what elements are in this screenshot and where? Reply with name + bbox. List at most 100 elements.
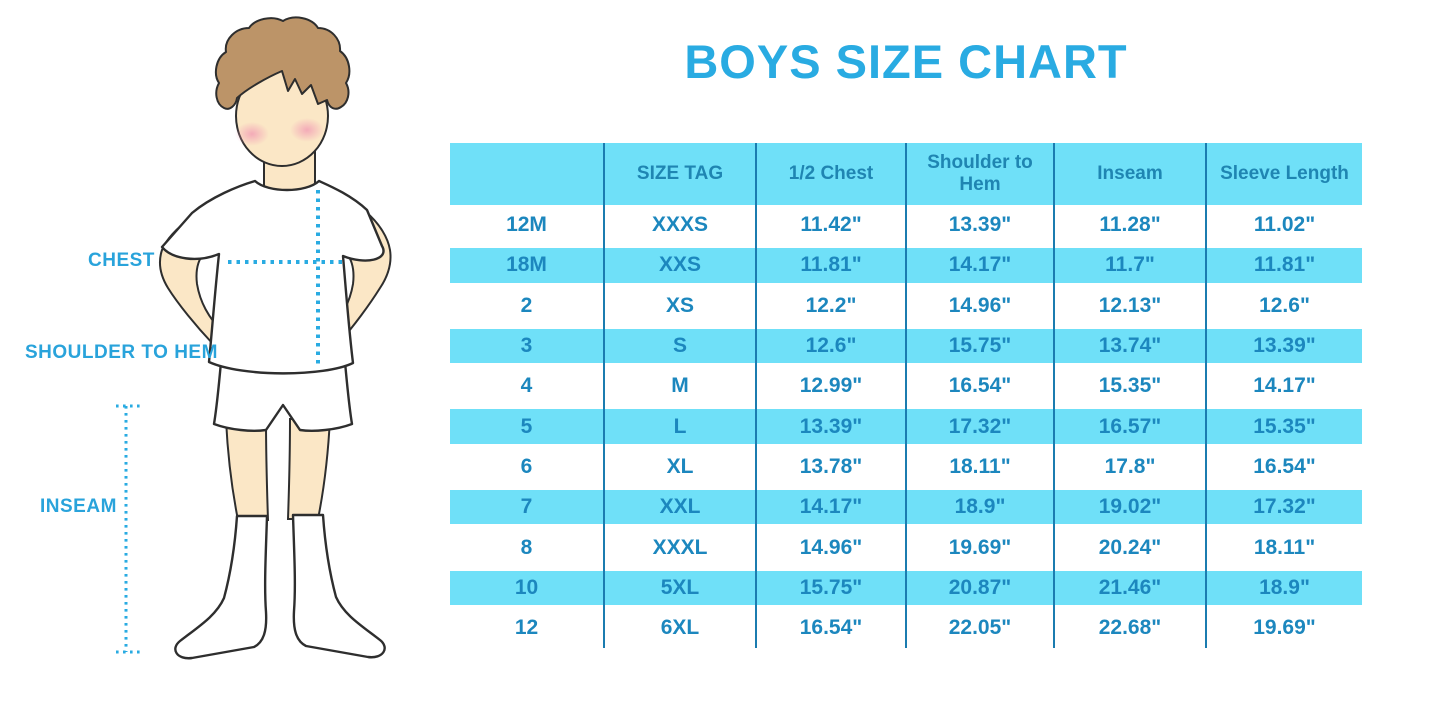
hair: [214, 16, 351, 110]
boy-illustration: [116, 16, 392, 660]
table-cell: 16.57": [1053, 406, 1205, 447]
table-cell: 13.74": [1053, 325, 1205, 367]
table-cell: 11.81": [1205, 245, 1362, 286]
table-cell: 17.32": [905, 406, 1053, 447]
column-header: 1/2 Chest: [755, 143, 905, 205]
table-row: 4 M 12.99" 16.54" 15.35" 14.17": [450, 366, 1362, 407]
table-cell: 15.35": [1053, 366, 1205, 407]
table-cell: 5: [520, 414, 533, 438]
page-title: BOYS SIZE CHART: [684, 35, 1128, 88]
table-cell: 19.69": [1205, 607, 1362, 649]
table-cell: 11.7": [1053, 245, 1205, 286]
table-row: 3 S 12.6" 15.75" 13.74" 13.39": [450, 325, 1362, 367]
column-header: Sleeve Length: [1205, 143, 1362, 205]
table-cell: 10: [514, 575, 539, 599]
table-cell: 13.39": [905, 205, 1053, 246]
column-header: SIZE TAG: [603, 143, 755, 205]
table-cell: 12.2": [755, 285, 905, 326]
column-header: [450, 143, 603, 205]
table-row: 7 XXL 14.17" 18.9" 19.02" 17.32": [450, 487, 1362, 528]
table-cell: 11.81": [755, 245, 905, 286]
table-cell: 19.69": [905, 527, 1053, 568]
table-cell: 4: [520, 374, 533, 398]
size-table: SIZE TAG 1/2 Chest Shoulder to Hem Inseam Sl…: [450, 143, 1362, 649]
table-cell: 12.99": [755, 366, 905, 407]
table-cell: 6: [520, 454, 533, 478]
table-cell: 2: [520, 293, 533, 317]
table-cell: 19.02": [1053, 487, 1205, 528]
table-cell: 18.9": [905, 487, 1053, 528]
right-leg: [286, 416, 332, 520]
table-row: 2 XS 12.2" 14.96" 12.13" 12.6": [450, 285, 1362, 326]
table-cell: 11.28": [1053, 205, 1205, 246]
table-row: 12M XXXS 11.42" 13.39" 11.28" 11.02": [450, 205, 1362, 246]
table-cell: S: [603, 325, 755, 367]
table-cell: 17.8": [1053, 446, 1205, 488]
table-cell: 20.24": [1053, 527, 1205, 568]
table-cell: 18M: [506, 253, 547, 277]
table-cell: 15.75": [755, 567, 905, 608]
table-cell: XS: [603, 285, 755, 326]
table-cell: 7: [520, 495, 533, 519]
table-cell: 3: [520, 334, 533, 358]
table-cell: 12.6": [1205, 285, 1362, 326]
table-cell: XXXL: [603, 527, 755, 568]
table-cell: 14.17": [905, 245, 1053, 286]
table-cell: M: [603, 366, 755, 407]
table-cell: 14.17": [1205, 366, 1362, 407]
table-cell: 13.78": [755, 446, 905, 488]
table-cell: 22.05": [905, 607, 1053, 649]
boy-measurement-figure: CHEST SHOULDER TO HEM INSEAM: [0, 0, 450, 723]
size-table-header: SIZE TAG 1/2 Chest Shoulder to Hem Inseam Sl…: [450, 143, 1362, 205]
table-row: 6 XL 13.78" 18.11" 17.8" 16.54": [450, 446, 1362, 488]
left-sock: [174, 514, 269, 660]
table-cell: 16.54": [755, 607, 905, 649]
right-cheek: [290, 118, 324, 142]
table-cell: XXS: [603, 245, 755, 286]
table-cell: 8: [520, 535, 533, 559]
table-cell: 6XL: [603, 607, 755, 649]
table-cell: 21.46": [1053, 567, 1205, 608]
table-cell: 12: [514, 616, 539, 640]
table-cell: XXXS: [603, 205, 755, 246]
table-cell: 16.54": [1205, 446, 1362, 488]
table-cell: 11.02": [1205, 205, 1362, 246]
table-cell: 12.13": [1053, 285, 1205, 326]
left-cheek: [235, 122, 269, 146]
inseam-label: INSEAM: [40, 496, 117, 517]
table-row: 8 XXXL 14.96" 19.69" 20.24" 18.11": [450, 527, 1362, 568]
column-header: Inseam: [1053, 143, 1205, 205]
table-cell: 14.17": [755, 487, 905, 528]
size-table-body: 12M XXXS 11.42" 13.39" 11.28" 11.02" 18M XXS 11.…: [450, 205, 1362, 649]
table-cell: XL: [603, 446, 755, 488]
table-cell: 11.42": [755, 205, 905, 246]
right-sock: [291, 513, 386, 659]
table-cell: 14.96": [755, 527, 905, 568]
table-cell: 15.35": [1205, 406, 1362, 447]
table-row: 12 6XL 16.54" 22.05" 22.68" 19.69": [450, 607, 1362, 649]
table-cell: 18.11": [1205, 527, 1362, 568]
table-row: 10 5XL 15.75" 20.87" 21.46" 18.9": [450, 567, 1362, 608]
table-cell: 16.54": [905, 366, 1053, 407]
table-cell: 12M: [506, 213, 547, 237]
table-row: 5 L 13.39" 17.32" 16.57" 15.35": [450, 406, 1362, 447]
table-cell: 14.96": [905, 285, 1053, 326]
shoulder-to-hem-label: SHOULDER TO HEM: [25, 342, 218, 363]
table-cell: 5XL: [603, 567, 755, 608]
table-cell: 18.11": [905, 446, 1053, 488]
table-cell: L: [603, 406, 755, 447]
table-cell: 13.39": [1205, 325, 1362, 367]
left-leg: [224, 419, 270, 521]
table-cell: 13.39": [755, 406, 905, 447]
table-row: 18M XXS 11.81" 14.17" 11.7" 11.81": [450, 245, 1362, 286]
table-cell: 20.87": [905, 567, 1053, 608]
table-cell: 15.75": [905, 325, 1053, 367]
table-cell: XXL: [603, 487, 755, 528]
t-shirt: [160, 179, 385, 375]
chest-label: CHEST: [88, 250, 155, 271]
table-cell: 22.68": [1053, 607, 1205, 649]
table-cell: 17.32": [1205, 487, 1362, 528]
table-cell: 12.6": [755, 325, 905, 367]
column-header: Shoulder to Hem: [905, 143, 1053, 205]
